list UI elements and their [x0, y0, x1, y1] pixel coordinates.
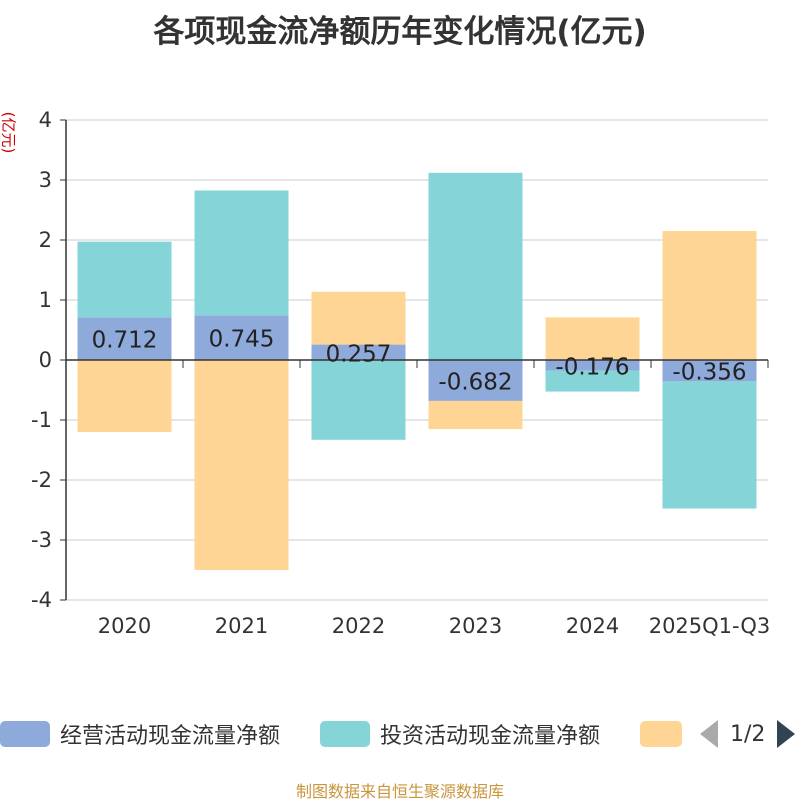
bar-2024-series-2 [545, 317, 640, 360]
y-tick-label: 4 [39, 108, 52, 132]
bar-2020-series-2 [77, 360, 172, 432]
legend-swatch-third [640, 721, 682, 747]
chart-plot: 4 3 2 1 0 -1 -2 -3 -4 2020 2021 2022 2023 2024 2025Q1-… [31, 108, 771, 638]
bar-2024-series-0 [545, 360, 640, 371]
chart-title: 各项现金流净额历年变化情况(亿元) [153, 14, 647, 50]
bar-2024-series-1 [545, 370, 640, 392]
data-source-note: 制图数据来自恒生聚源数据库 [295, 782, 504, 801]
bar-2020-series-0 [77, 317, 172, 360]
legend-prev-arrow-icon[interactable] [700, 720, 718, 748]
legend-label-investing: 投资活动现金流量净额 [380, 724, 601, 749]
y-tick-label: -3 [31, 528, 52, 552]
legend-pager: 1/2 [700, 716, 796, 752]
data-label-operating-2024: -0.176 [555, 354, 629, 380]
bar-2023-series-1 [428, 172, 523, 360]
legend: 经营活动现金流量净额 投资活动现金流量净额 [0, 716, 800, 752]
x-tick-label: 2025Q1-Q3 [649, 614, 771, 638]
y-tick-label: 2 [39, 228, 52, 252]
bar-2025Q1-Q3-series-1 [662, 381, 757, 509]
x-tick-label: 2024 [566, 614, 619, 638]
bar-2021-series-2 [194, 360, 289, 570]
y-tick-label: -2 [31, 468, 52, 492]
bar-2025Q1-Q3-series-0 [662, 360, 757, 382]
data-label-operating-2022: 0.257 [326, 341, 392, 367]
data-label-operating-2025Q1-Q3: -0.356 [672, 360, 746, 386]
y-tick-label: 0 [39, 348, 52, 372]
bar-2020-series-1 [77, 241, 172, 318]
y-tick-label: 3 [39, 168, 52, 192]
bar-2023-series-0 [428, 360, 523, 401]
x-tick-label: 2020 [98, 614, 151, 638]
legend-page-indicator: 1/2 [730, 721, 766, 747]
x-tick-label: 2021 [215, 614, 268, 638]
legend-swatch-investing [320, 721, 370, 747]
x-tick-label: 2023 [449, 614, 502, 638]
legend-label-operating: 经营活动现金流量净额 [60, 724, 281, 749]
data-label-operating-2021: 0.745 [209, 327, 275, 353]
bar-2022-series-0 [311, 344, 406, 360]
data-label-operating-2023: -0.682 [438, 369, 512, 395]
bar-2021-series-0 [194, 315, 289, 360]
legend-item-investing[interactable]: 投资活动现金流量净额 [320, 716, 600, 752]
bar-2022-series-1 [311, 360, 406, 440]
y-tick-label: -4 [31, 588, 52, 612]
x-tick-label: 2022 [332, 614, 385, 638]
bar-2022-series-2 [311, 291, 406, 345]
bar-2021-series-1 [194, 190, 289, 316]
y-tick-label: -1 [31, 408, 52, 432]
legend-item-third[interactable] [640, 716, 682, 752]
y-tick-label: 1 [39, 288, 52, 312]
legend-item-operating[interactable]: 经营活动现金流量净额 [0, 716, 280, 752]
data-label-operating-2020: 0.712 [92, 328, 158, 354]
bar-2025Q1-Q3-series-2 [662, 231, 757, 360]
legend-next-arrow-icon[interactable] [777, 720, 796, 748]
bar-2023-series-2 [428, 400, 523, 430]
legend-swatch-operating [0, 721, 50, 747]
